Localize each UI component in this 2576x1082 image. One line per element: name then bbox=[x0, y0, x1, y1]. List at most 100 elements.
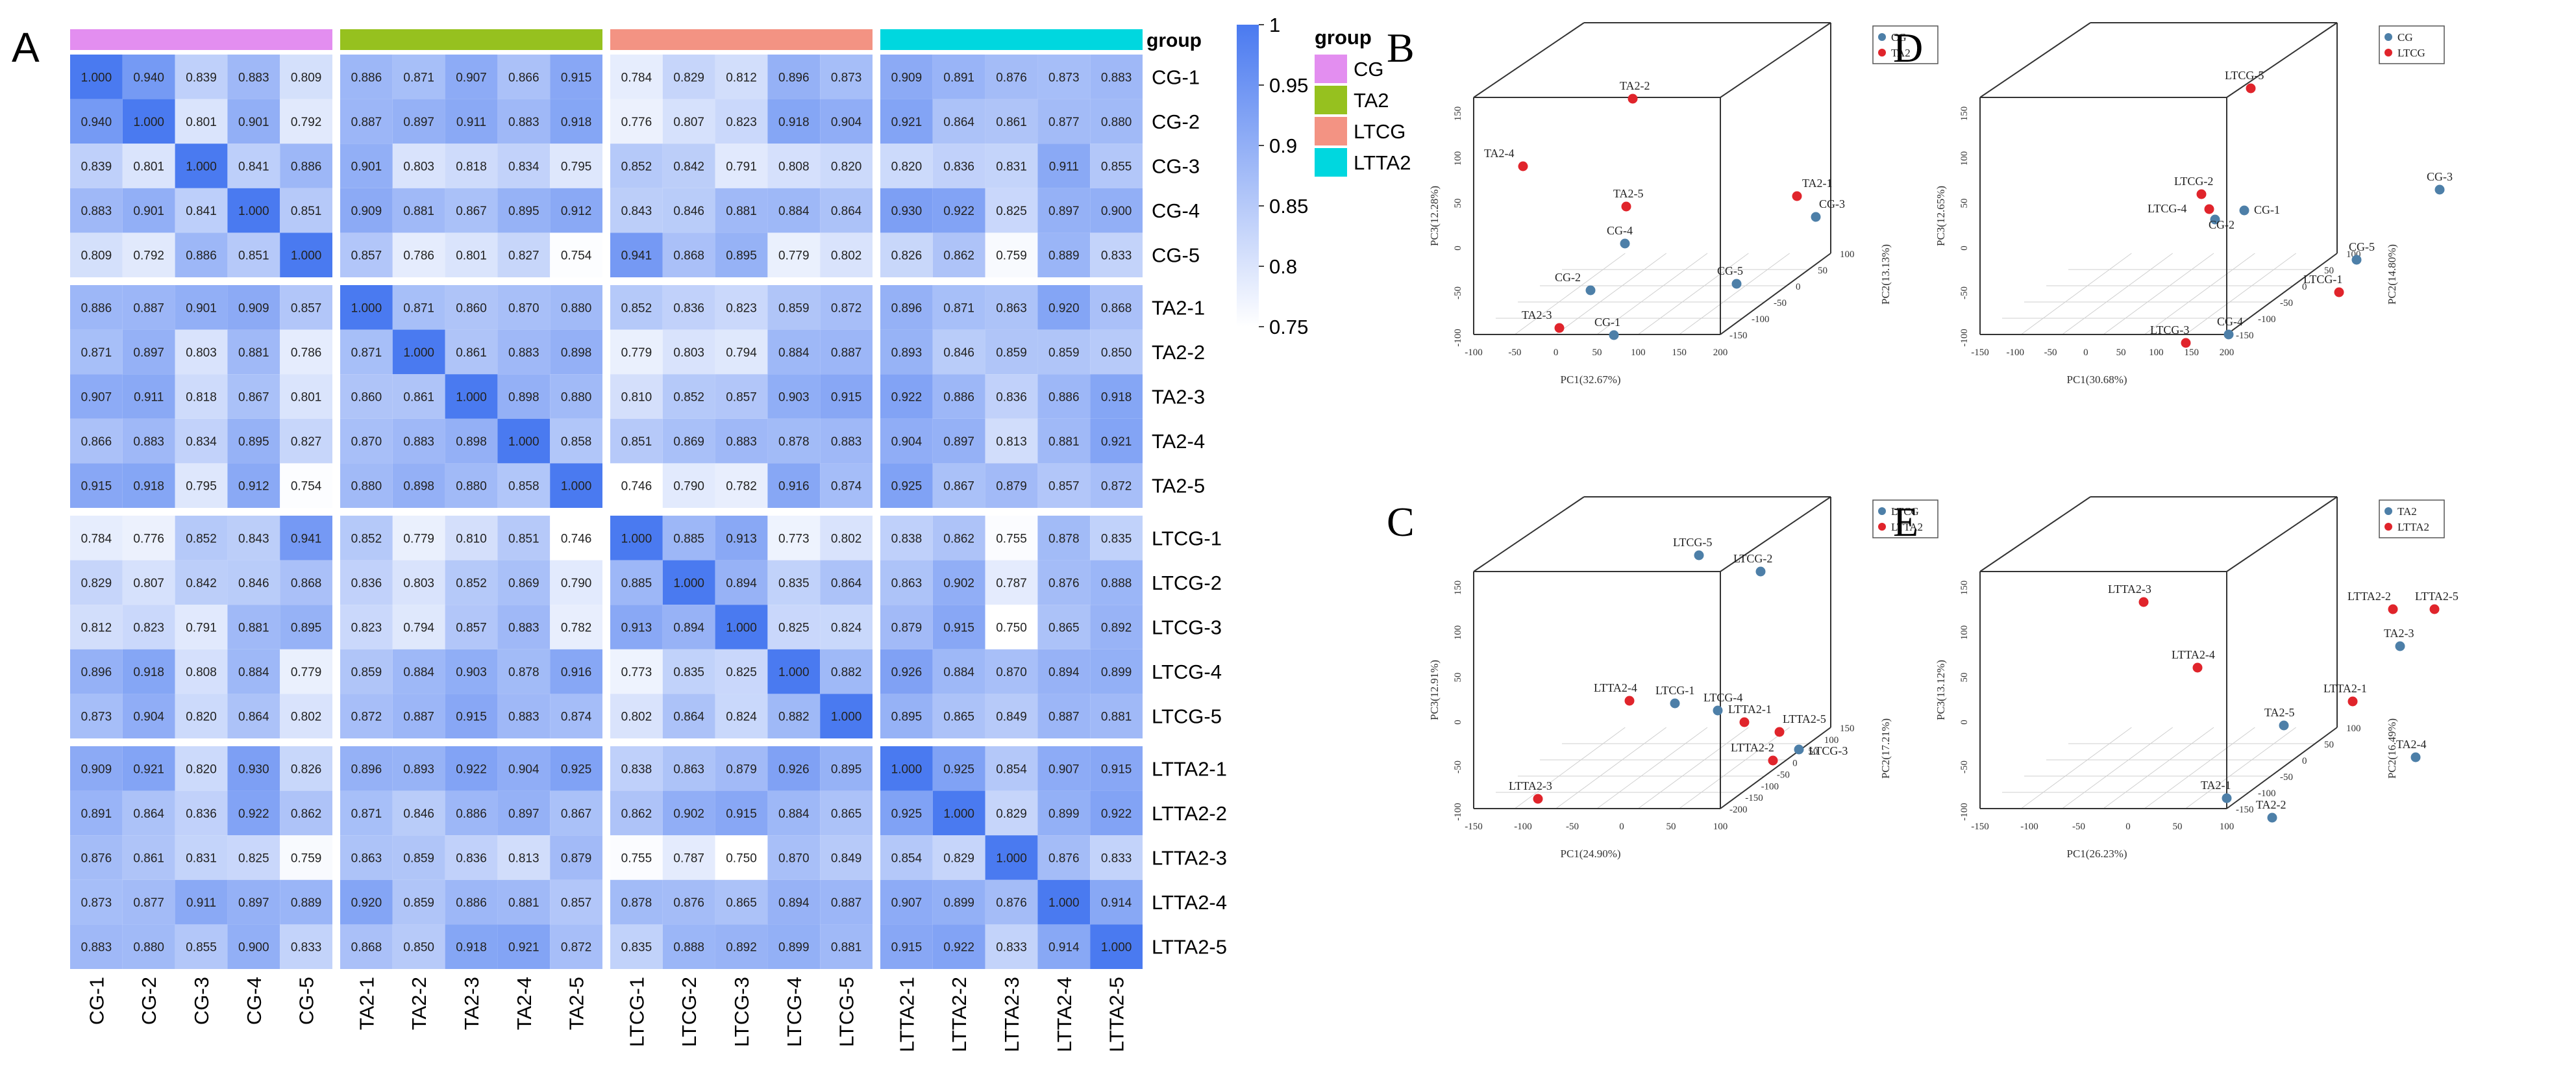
heatmap-cell bbox=[1037, 233, 1091, 277]
cell-value: 0.795 bbox=[186, 480, 217, 494]
z-tick-label: -50 bbox=[2280, 772, 2293, 783]
floor-grid-line bbox=[1679, 253, 1790, 335]
heatmap-cell bbox=[340, 55, 393, 99]
heatmap-cell bbox=[985, 418, 1038, 464]
cell-value: 0.915 bbox=[561, 71, 592, 84]
cell-value: 0.836 bbox=[456, 852, 487, 866]
heatmap-cell bbox=[227, 144, 280, 188]
z-tick-label: -100 bbox=[2258, 314, 2276, 325]
box-edge bbox=[1473, 22, 1585, 98]
cell-value: 0.784 bbox=[621, 71, 652, 84]
box-edge bbox=[1720, 727, 1831, 809]
heatmap-cell bbox=[550, 418, 602, 464]
heatmap-cell bbox=[767, 560, 821, 605]
heatmap-cell bbox=[610, 144, 663, 188]
row-label: LTTA2-2 bbox=[1152, 802, 1227, 825]
data-point bbox=[2279, 720, 2289, 731]
point-label: LTTA2-1 bbox=[1728, 703, 1772, 716]
box-edge bbox=[1979, 496, 2091, 572]
cell-value: 0.904 bbox=[133, 711, 164, 724]
heatmap-cell bbox=[340, 329, 393, 375]
heatmap-cell bbox=[715, 144, 768, 188]
heatmap-cell bbox=[1037, 790, 1091, 836]
z-tick-label: 50 bbox=[2324, 740, 2334, 750]
heatmap-cell bbox=[392, 560, 445, 605]
cell-value: 0.888 bbox=[1101, 577, 1132, 590]
heatmap-cell bbox=[280, 649, 332, 694]
heatmap-cell bbox=[820, 560, 873, 605]
heatmap-cell bbox=[175, 790, 228, 836]
heatmap-cell bbox=[985, 835, 1038, 880]
cell-value: 0.791 bbox=[186, 622, 217, 635]
point-label: CG-5 bbox=[1717, 264, 1743, 277]
cell-value: 0.876 bbox=[996, 71, 1027, 84]
heatmap-cell bbox=[340, 233, 393, 277]
cell-value: 0.857 bbox=[456, 622, 487, 635]
heatmap-cell bbox=[445, 790, 498, 836]
cell-value: 0.834 bbox=[508, 160, 539, 174]
row-label: LTTA2-3 bbox=[1152, 847, 1227, 870]
cell-value: 0.902 bbox=[943, 577, 974, 590]
point-label: LTCG-2 bbox=[2174, 175, 2213, 188]
cell-value: 0.873 bbox=[1048, 71, 1080, 84]
column-label: LTCG-4 bbox=[783, 977, 806, 1047]
heatmap-cell bbox=[70, 188, 123, 233]
cell-value: 0.836 bbox=[996, 391, 1027, 405]
cell-value: 0.886 bbox=[456, 896, 487, 910]
cell-value: 0.867 bbox=[561, 807, 592, 821]
cell-value: 0.870 bbox=[508, 301, 539, 315]
heatmap-cell bbox=[445, 516, 498, 560]
heatmap-cell bbox=[880, 746, 933, 791]
row-label: LTCG-5 bbox=[1152, 705, 1222, 728]
heatmap-cell bbox=[767, 879, 821, 925]
point-label: TA2-5 bbox=[1613, 187, 1644, 200]
heatmap-cell bbox=[340, 649, 393, 694]
heatmap-cell bbox=[820, 99, 873, 144]
heatmap-cell bbox=[662, 879, 715, 925]
box-edge bbox=[1979, 22, 2091, 98]
heatmap-cell bbox=[820, 879, 873, 925]
column-label: LTTA2-2 bbox=[948, 977, 971, 1052]
cell-value: 0.773 bbox=[621, 666, 652, 679]
y-tick-label: 150 bbox=[1453, 581, 1463, 596]
floor-grid-line bbox=[2062, 253, 2173, 335]
cell-value: 0.911 bbox=[186, 896, 216, 910]
floor-grid-line bbox=[2185, 253, 2296, 335]
heatmap-cell bbox=[550, 746, 602, 791]
heatmap-cell bbox=[610, 605, 663, 649]
heatmap-cell bbox=[122, 374, 175, 419]
cell-value: 0.896 bbox=[891, 301, 923, 315]
heatmap-cell bbox=[497, 418, 551, 464]
box-edge bbox=[2226, 22, 2338, 98]
heatmap-cell bbox=[280, 560, 332, 605]
legend-marker bbox=[2384, 523, 2392, 531]
cell-value: 0.885 bbox=[673, 532, 704, 546]
cell-value: 0.802 bbox=[291, 711, 322, 724]
heatmap-cell bbox=[392, 99, 445, 144]
heatmap-cell bbox=[1090, 694, 1143, 738]
heatmap-cell bbox=[1037, 188, 1091, 233]
row-label: LTCG-4 bbox=[1152, 661, 1222, 683]
y-axis-label: PC3(12.65%) bbox=[1935, 186, 1947, 246]
column-label: CG-5 bbox=[295, 977, 318, 1025]
column-label: CG-2 bbox=[138, 977, 160, 1025]
heatmap-cell bbox=[985, 516, 1038, 560]
x-tick-label: -50 bbox=[2072, 822, 2085, 832]
legend-swatch-cg bbox=[1315, 55, 1347, 83]
heatmap-cell bbox=[280, 418, 332, 464]
cell-value: 1.000 bbox=[1101, 941, 1132, 955]
panel-letter-e: E bbox=[1893, 499, 1918, 545]
heatmap-cell bbox=[175, 233, 228, 277]
heatmap-cell bbox=[767, 285, 821, 330]
y-tick-label: 0 bbox=[1959, 720, 1970, 725]
cell-value: 0.886 bbox=[456, 807, 487, 821]
cell-value: 0.776 bbox=[621, 116, 652, 129]
heatmap-cell bbox=[985, 99, 1038, 144]
cell-value: 0.857 bbox=[561, 896, 592, 910]
heatmap-cell bbox=[227, 418, 280, 464]
heatmap-cell bbox=[662, 560, 715, 605]
cell-value: 0.807 bbox=[673, 116, 704, 129]
cell-value: 0.871 bbox=[403, 71, 434, 84]
heatmap-cell bbox=[497, 924, 551, 969]
heatmap-cell bbox=[1090, 285, 1143, 330]
